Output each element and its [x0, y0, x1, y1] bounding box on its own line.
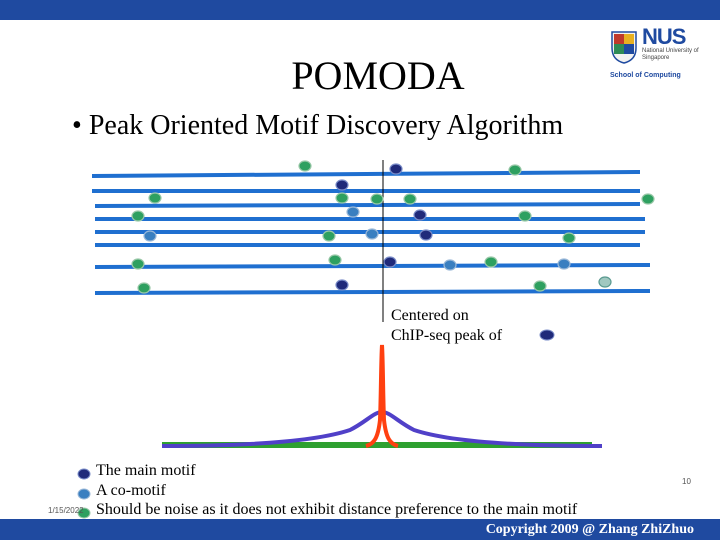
main-motif-marker	[335, 179, 349, 191]
legend-main-motif: The main motif	[96, 462, 196, 479]
legend-noise: Should be noise as it does not exhibit d…	[96, 501, 578, 518]
sequence-lines	[91, 170, 651, 295]
main-motif-peak-curve	[365, 344, 399, 448]
co-motif-marker	[557, 258, 571, 270]
sequence-line	[91, 170, 641, 178]
noise-marker	[328, 254, 342, 266]
noise-marker	[370, 193, 384, 205]
noise-marker	[533, 280, 547, 292]
co-motif-marker	[346, 206, 360, 218]
noise-marker	[484, 256, 498, 268]
sequence-line	[94, 263, 651, 269]
noise-marker	[322, 230, 336, 242]
main-motif-marker	[335, 279, 349, 291]
noise-marker	[131, 258, 145, 270]
page-number: 10	[682, 477, 691, 486]
main-motif-marker	[419, 229, 433, 241]
co-motif-marker	[443, 259, 457, 271]
main-motif-marker	[413, 209, 427, 221]
peak-label-line2: ChIP-seq peak of	[391, 327, 503, 344]
motif-markers	[131, 160, 655, 294]
noise-marker	[298, 160, 312, 172]
main-motif-marker	[389, 163, 403, 175]
legend-noise-marker	[77, 507, 91, 519]
legend-main-motif-marker	[77, 468, 91, 480]
slide-date: 1/15/2022	[48, 506, 84, 515]
nus-subtitle: National University of Singapore	[642, 48, 699, 61]
co-motif-marker	[143, 230, 157, 242]
legend-co-motif: A co-motif	[96, 482, 166, 499]
noise-marker	[403, 193, 417, 205]
noise-marker	[148, 192, 162, 204]
peak-main-motif-marker	[539, 329, 555, 341]
co-motif-marker	[365, 228, 379, 240]
nus-wordmark: NUS	[642, 24, 686, 49]
copyright-text: Copyright 2009 @ Zhang ZhiZhuo	[485, 522, 694, 537]
top-bar	[0, 0, 720, 20]
noise-marker	[137, 282, 151, 294]
bullet-point: • Peak Oriented Motif Discovery Algorith…	[72, 110, 564, 141]
noise-marker	[335, 192, 349, 204]
noise-marker	[508, 164, 522, 176]
noise-marker	[518, 210, 532, 222]
noise-marker	[598, 276, 612, 288]
university-crest-icon	[611, 31, 637, 64]
noise-marker	[562, 232, 576, 244]
legend-co-motif-marker	[77, 488, 91, 500]
school-name: School of Computing	[610, 72, 681, 79]
peak-label: Centered on ChIP-seq peak of	[391, 306, 502, 346]
noise-marker	[131, 210, 145, 222]
slide-title: POMODA	[291, 53, 465, 98]
peak-label-line1: Centered on	[391, 307, 469, 324]
bullet-text: Peak Oriented Motif Discovery Algorithm	[88, 110, 564, 141]
noise-marker	[641, 193, 655, 205]
bottom-bar	[0, 519, 720, 540]
sequence-line	[94, 202, 641, 208]
sequence-line	[94, 289, 651, 295]
main-motif-marker	[383, 256, 397, 268]
